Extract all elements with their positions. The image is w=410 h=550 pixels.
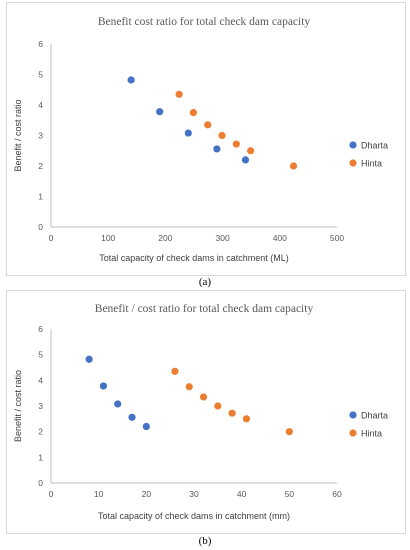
y-tick-label: 1 <box>38 192 43 202</box>
legend-marker-dharta <box>349 411 357 419</box>
x-tick-label: 200 <box>158 233 172 243</box>
x-tick-label: 100 <box>101 233 115 243</box>
data-point-hinta <box>175 90 183 98</box>
legend-marker-dharta <box>349 141 357 149</box>
chart-caption-a: (a) <box>198 276 212 288</box>
legend-marker-hinta <box>349 159 357 167</box>
data-point-dharta <box>184 129 192 137</box>
chart-title: Benefit / cost ratio for total check dam… <box>95 303 314 315</box>
x-tick-label: 0 <box>49 233 54 243</box>
x-tick-label: 50 <box>285 489 295 499</box>
x-tick-label: 30 <box>189 489 199 499</box>
x-tick-label: 0 <box>49 489 54 499</box>
y-tick-label: 6 <box>38 324 43 334</box>
x-tick-label: 500 <box>330 233 344 243</box>
data-point-hinta <box>214 402 222 410</box>
y-tick-label: 4 <box>38 375 43 385</box>
y-tick-label: 5 <box>38 350 43 360</box>
data-point-dharta <box>114 400 122 408</box>
data-point-dharta <box>85 355 93 363</box>
y-tick-label: 4 <box>38 100 43 110</box>
data-point-hinta <box>189 109 198 117</box>
data-point-hinta <box>185 383 193 391</box>
y-tick-label: 1 <box>38 452 43 462</box>
x-tick-label: 10 <box>94 489 104 499</box>
x-tick-label: 400 <box>273 233 287 243</box>
y-tick-label: 5 <box>38 70 43 80</box>
data-point-hinta <box>199 393 208 401</box>
x-axis-label: Total capacity of check dams in catchmen… <box>98 511 290 521</box>
data-point-hinta <box>228 409 236 417</box>
y-tick-label: 0 <box>38 478 43 488</box>
scatter-chart-a: Benefit cost ratio for total check dam c… <box>13 16 388 263</box>
y-tick-label: 3 <box>38 401 43 411</box>
data-point-hinta <box>204 121 212 129</box>
data-point-dharta <box>127 76 135 84</box>
legend-label-hinta: Hinta <box>361 159 382 169</box>
chart-caption-b: (b) <box>198 535 212 547</box>
legend-label-dharta: Dharta <box>361 141 388 151</box>
data-point-dharta <box>99 382 108 390</box>
x-tick-label: 40 <box>237 489 247 499</box>
y-axis-label: Benefit / cost ratio <box>13 370 23 442</box>
legend-label-hinta: Hinta <box>361 429 382 439</box>
y-tick-label: 2 <box>38 427 43 437</box>
y-tick-label: 2 <box>38 161 43 171</box>
data-point-hinta <box>289 162 298 170</box>
legend-label-dharta: Dharta <box>361 411 388 421</box>
x-tick-label: 300 <box>216 233 230 243</box>
legend-marker-hinta <box>349 429 357 437</box>
data-point-hinta <box>247 147 255 155</box>
chart-panel-a: Benefit cost ratio for total check dam c… <box>6 2 406 276</box>
y-tick-label: 3 <box>38 131 43 141</box>
chart-title: Benefit cost ratio for total check dam c… <box>98 16 311 28</box>
x-tick-label: 60 <box>332 489 342 499</box>
data-point-hinta <box>171 367 179 375</box>
scatter-chart-b: Benefit / cost ratio for total check dam… <box>13 303 388 521</box>
x-tick-label: 20 <box>142 489 152 499</box>
data-point-dharta <box>213 145 221 153</box>
data-point-dharta <box>142 422 150 431</box>
data-point-hinta <box>218 131 226 140</box>
data-point-hinta <box>232 140 240 148</box>
data-point-hinta <box>242 415 251 423</box>
y-tick-label: 6 <box>38 39 43 49</box>
y-tick-label: 0 <box>38 222 43 232</box>
x-axis-label: Total capacity of check dams in catchmen… <box>99 253 289 263</box>
chart-panel-b: Benefit / cost ratio for total check dam… <box>6 290 406 534</box>
y-axis-label: Benefit / cost ratio <box>13 99 23 171</box>
data-point-dharta <box>156 108 164 116</box>
data-point-dharta <box>241 156 250 164</box>
data-point-hinta <box>285 428 293 436</box>
data-point-dharta <box>128 413 136 421</box>
